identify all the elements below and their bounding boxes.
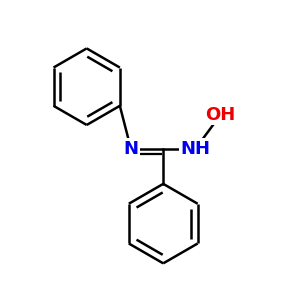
Text: N: N	[123, 140, 138, 158]
Text: OH: OH	[206, 106, 236, 124]
Text: NH: NH	[181, 140, 211, 158]
